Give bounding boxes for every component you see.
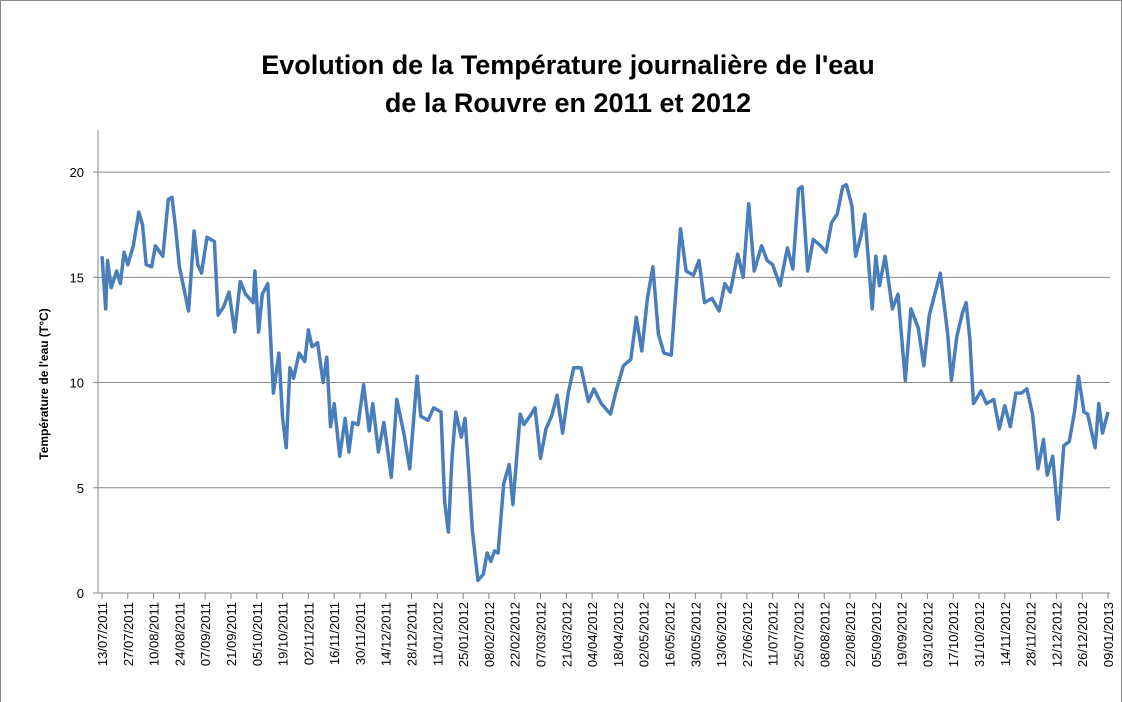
x-tick-label: 27/07/2011 [121, 602, 136, 666]
x-tick-label: 18/04/2012 [611, 602, 626, 667]
x-tick-label: 11/01/2012 [430, 602, 445, 666]
x-tick-label: 28/11/2012 [1024, 602, 1039, 666]
data-line [100, 182, 1110, 583]
x-tick-label: 09/01/2013 [1101, 602, 1116, 667]
x-tick-label: 27/06/2012 [740, 602, 755, 667]
x-tick-label: 12/12/2012 [1049, 602, 1064, 667]
x-tick-label: 22/02/2012 [508, 602, 523, 667]
x-tick-label: 03/10/2012 [920, 602, 935, 667]
y-axis-label: Température de l'eau (T°C) [37, 308, 51, 459]
x-tick-label: 25/01/2012 [456, 602, 471, 667]
x-tick-label: 07/03/2012 [534, 602, 549, 667]
x-tick-label: 31/10/2012 [972, 602, 987, 667]
x-tick-label: 26/12/2012 [1075, 602, 1090, 667]
x-tick-label: 13/06/2012 [714, 602, 729, 667]
x-tick-label: 21/03/2012 [559, 602, 574, 667]
y-tick-label: 10 [70, 376, 84, 391]
chart-title: Evolution de la Température journalière … [261, 50, 875, 80]
chart-title: de la Rouvre en 2011 et 2012 [385, 88, 751, 118]
x-tick-label: 16/11/2011 [327, 602, 342, 665]
x-tick-label: 19/09/2012 [895, 602, 910, 667]
x-tick-label: 11/07/2012 [766, 602, 781, 666]
x-tick-label: 25/07/2012 [791, 602, 806, 667]
x-tick-label: 14/12/2011 [379, 602, 394, 666]
y-tick-label: 5 [77, 481, 84, 496]
x-tick-label: 10/08/2011 [147, 602, 162, 666]
y-tick-label: 15 [70, 270, 84, 285]
x-tick-label: 16/05/2012 [662, 602, 677, 667]
x-tick-label: 07/09/2011 [198, 602, 213, 666]
x-tick-label: 05/10/2011 [250, 602, 265, 666]
x-tick-label: 19/10/2011 [276, 602, 291, 666]
y-tick-label: 20 [70, 165, 84, 180]
x-tick-label: 24/08/2011 [172, 602, 187, 666]
x-tick-label: 05/09/2012 [869, 602, 884, 667]
x-tick-label: 14/11/2012 [998, 602, 1013, 666]
x-tick-label: 30/11/2011 [353, 602, 368, 665]
x-tick-label: 17/10/2012 [946, 602, 961, 667]
x-tick-label: 13/07/2011 [95, 602, 110, 666]
x-tick-label: 30/05/2012 [688, 602, 703, 667]
x-tick-label: 04/04/2012 [585, 602, 600, 667]
x-tick-label: 21/09/2011 [224, 602, 239, 666]
x-tick-label: 08/08/2012 [817, 602, 832, 667]
x-tick-label: 28/12/2011 [405, 602, 420, 666]
x-tick-label: 02/11/2011 [301, 602, 316, 665]
x-tick-label: 02/05/2012 [637, 602, 652, 667]
y-tick-label: 0 [77, 586, 84, 601]
x-tick-label: 08/02/2012 [482, 602, 497, 667]
x-tick-label: 22/08/2012 [843, 602, 858, 667]
